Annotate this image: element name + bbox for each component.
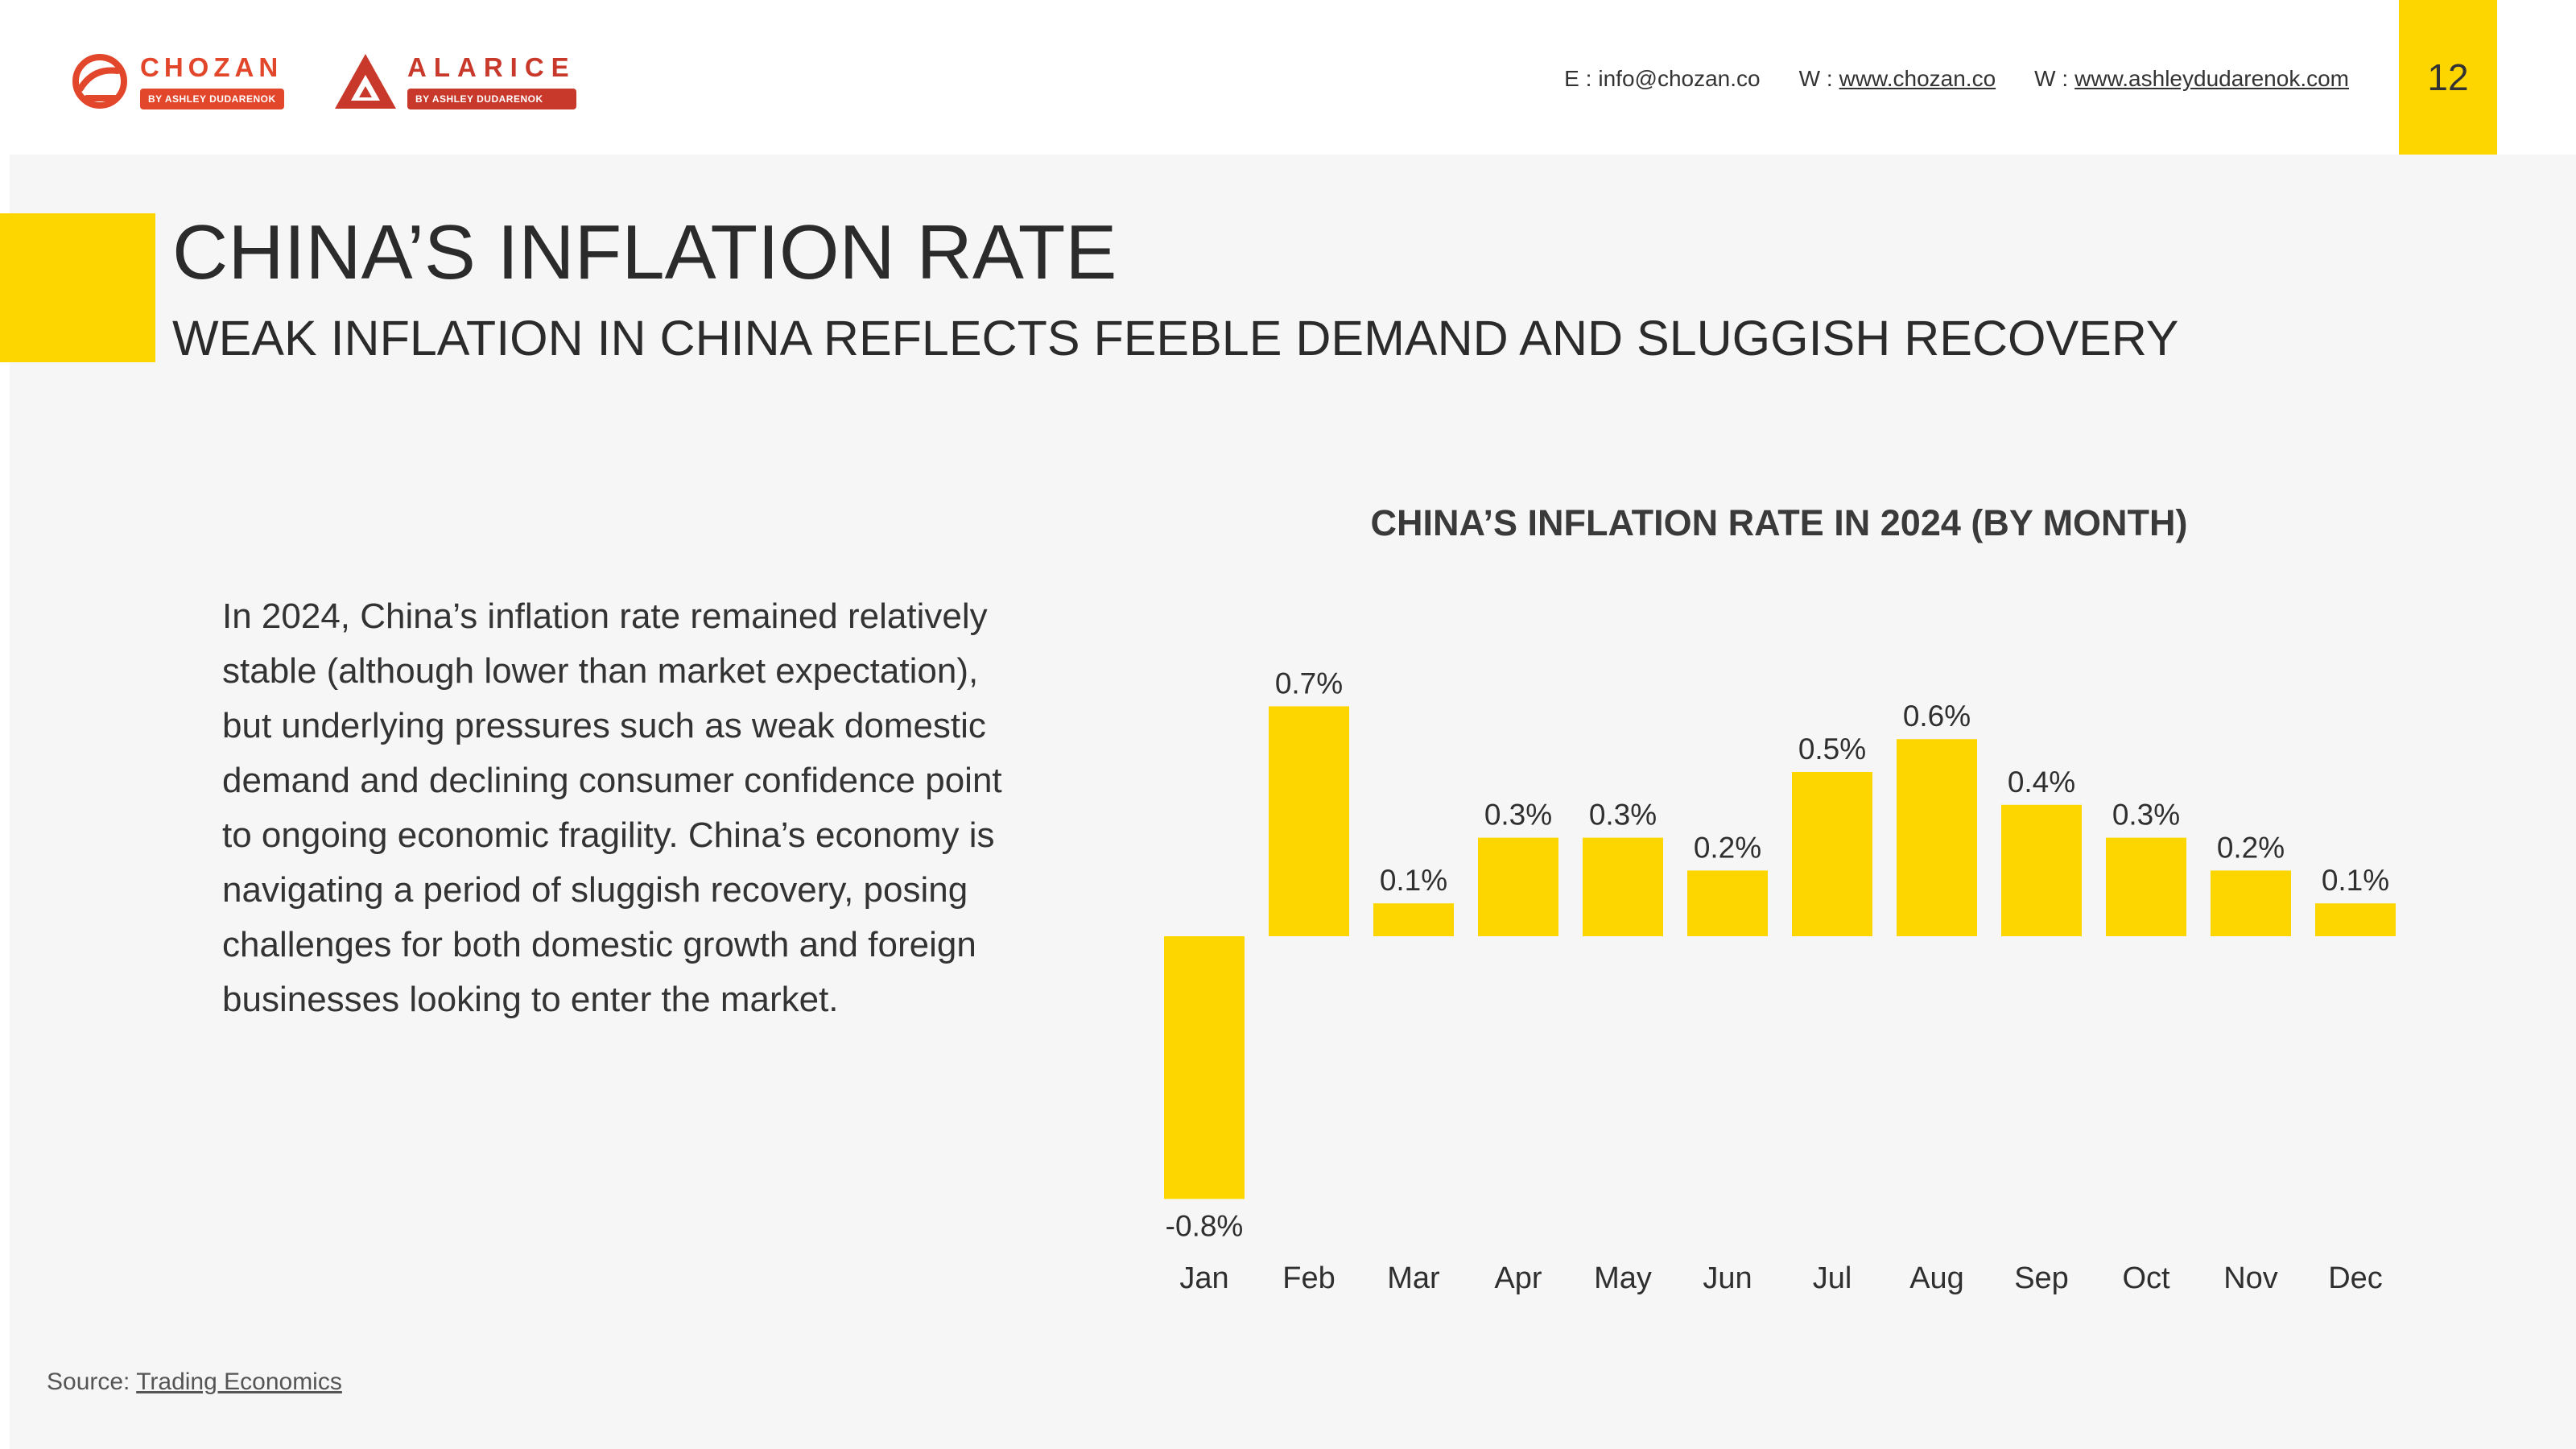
body-paragraph: In 2024, China’s inflation rate remained… (222, 597, 1002, 1019)
x-tick-nov: Nov (2223, 1261, 2278, 1295)
data-label-sep: 0.4% (2008, 766, 2075, 799)
x-tick-may: May (1594, 1261, 1652, 1295)
alarice-tagline: BY ASHLEY DUDARENOK (407, 88, 576, 109)
bar-sep (2001, 804, 2082, 936)
contact-website-chozan[interactable]: W : www.chozan.co (1799, 66, 1996, 92)
bar-apr (1478, 837, 1558, 936)
data-label-aug: 0.6% (1903, 700, 1971, 733)
bar-may (1583, 837, 1663, 936)
x-tick-jan: Jan (1179, 1261, 1228, 1295)
x-tick-jun: Jun (1703, 1261, 1752, 1295)
data-label-feb: 0.7% (1275, 667, 1343, 700)
bar-mar (1373, 903, 1454, 936)
data-label-jul: 0.5% (1798, 733, 1866, 766)
data-label-jun: 0.2% (1694, 831, 1761, 864)
chozan-tagline: BY ASHLEY DUDARENOK (140, 88, 284, 109)
slide-subtitle: WEAK INFLATION IN CHINA REFLECTS FEEBLE … (172, 311, 2179, 365)
chozan-wordmark: CHOZAN (140, 52, 283, 82)
bar-nov (2211, 870, 2291, 936)
ashley-website-link[interactable]: www.ashleydudarenok.com (2074, 66, 2349, 91)
data-label-oct: 0.3% (2112, 799, 2180, 832)
contact-email-value[interactable]: info@chozan.co (1598, 66, 1761, 91)
source-label: Source: (47, 1368, 130, 1395)
x-tick-jul: Jul (1813, 1261, 1852, 1295)
data-label-dec: 0.1% (2322, 864, 2389, 897)
slide-title: CHINA’S INFLATION RATE (172, 209, 1117, 295)
title-accent-block (0, 213, 155, 362)
x-tick-mar: Mar (1387, 1261, 1440, 1295)
source-note: Source: Trading Economics (47, 1368, 342, 1396)
chart-title: CHINA’S INFLATION RATE IN 2024 (BY MONTH… (1370, 502, 2188, 543)
data-label-mar: 0.1% (1380, 864, 1447, 897)
data-label-apr: 0.3% (1484, 799, 1552, 832)
page-number: 12 (2427, 56, 2469, 98)
contact-info: E : info@chozan.co W : www.chozan.co W : ww… (1564, 66, 2349, 92)
x-tick-dec: Dec (2328, 1261, 2383, 1295)
data-label-may: 0.3% (1589, 799, 1657, 832)
bar-jul (1792, 772, 1872, 936)
data-label-nov: 0.2% (2217, 831, 2285, 864)
source-link[interactable]: Trading Economics (136, 1368, 342, 1395)
contact-website-label: W : (2034, 66, 2069, 91)
bar-aug (1897, 739, 1977, 936)
chozan-emblem-icon (72, 54, 127, 109)
x-tick-feb: Feb (1282, 1261, 1335, 1295)
bar-jun (1687, 870, 1768, 936)
contact-email[interactable]: E : info@chozan.co (1564, 66, 1760, 92)
bar-oct (2106, 837, 2186, 936)
alarice-emblem-icon (335, 54, 396, 109)
contact-email-label: E : (1564, 66, 1592, 91)
bar-jan (1164, 936, 1245, 1199)
contact-website-ashley[interactable]: W : www.ashleydudarenok.com (2034, 66, 2349, 92)
data-label-jan: -0.8% (1166, 1209, 1244, 1242)
inflation-bar-chart: -0.8% Jan 0.7% Feb 0.1% Mar 0.3% Apr 0.3% May 0.2%… (1164, 667, 2396, 1295)
x-tick-sep: Sep (2014, 1261, 2069, 1295)
top-bar (0, 0, 2576, 155)
page-number-badge: 12 (2399, 0, 2497, 155)
chozan-website-link[interactable]: www.chozan.co (1839, 66, 1996, 91)
x-tick-oct: Oct (2122, 1261, 2170, 1295)
bar-feb (1269, 706, 1349, 936)
x-tick-aug: Aug (1909, 1261, 1964, 1295)
contact-website-label: W : (1798, 66, 1833, 91)
x-tick-apr: Apr (1494, 1261, 1542, 1295)
bar-dec (2315, 903, 2396, 936)
alarice-wordmark: ALARICE (407, 52, 576, 82)
chozan-logo[interactable]: CHOZAN BY ASHLEY DUDARENOK (69, 45, 284, 118)
alarice-logo[interactable]: ALARICE BY ASHLEY DUDARENOK (332, 45, 576, 118)
